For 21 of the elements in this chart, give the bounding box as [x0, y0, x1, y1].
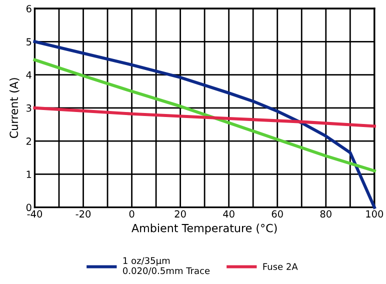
x-tick-label: 20: [174, 210, 186, 218]
y-tick-label: 1: [26, 170, 32, 178]
y-tick-label: 5: [26, 38, 32, 46]
y-tick-label: 6: [26, 5, 32, 12]
x-tick-label: -20: [76, 210, 91, 218]
x-tick-label: 100: [366, 210, 384, 218]
line-series: [33, 58, 376, 172]
x-tick-label: 60: [272, 210, 283, 218]
legend-label: 1 oz/35µm 0.020/0.5mm Trace: [123, 257, 210, 275]
line-series: [33, 106, 376, 128]
x-tick-label: 40: [223, 210, 234, 218]
x-tick-label: 0: [129, 210, 134, 218]
x-tick-label: -40: [27, 210, 42, 218]
x-axis-title: Ambient Temperature (°C): [132, 224, 277, 234]
y-tick-label: 4: [26, 71, 32, 78]
y-tick-label: 2: [26, 138, 31, 145]
y-tick-label: 3: [26, 104, 32, 112]
y-axis-title: Current (A): [9, 78, 20, 138]
x-tick-label: 80: [320, 210, 332, 218]
legend-label: Fuse 2A: [263, 263, 298, 270]
y-tick-label: 0: [26, 204, 32, 212]
